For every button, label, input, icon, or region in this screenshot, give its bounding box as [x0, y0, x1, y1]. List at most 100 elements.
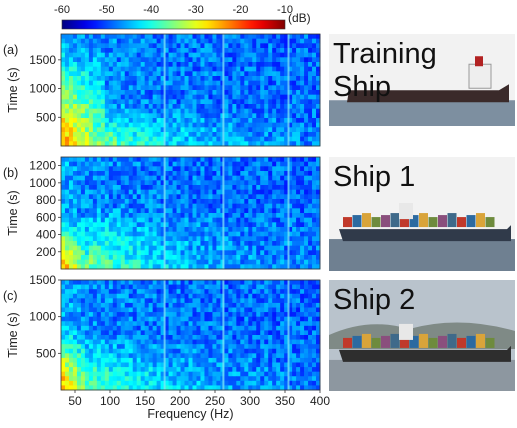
spectrogram-cell	[244, 298, 249, 304]
spectrogram-cell	[68, 344, 74, 350]
spectrogram-cell	[112, 161, 118, 167]
spectrogram-cell	[124, 43, 130, 49]
spectrogram-cell	[260, 57, 265, 63]
spectrogram-cell	[84, 113, 90, 119]
spectrogram-cell	[72, 171, 78, 177]
spectrogram-cell	[200, 34, 205, 40]
spectrogram-cell	[68, 132, 74, 138]
spectrogram-cell	[300, 85, 305, 91]
spectrogram-cell	[276, 166, 281, 172]
spectrogram-cell	[76, 298, 82, 304]
spectrogram-cell	[304, 76, 309, 82]
spectrogram-cell	[116, 245, 122, 251]
spectrogram-cell	[120, 289, 126, 295]
spectrogram-cell	[288, 127, 293, 133]
spectrogram-cell	[100, 161, 106, 167]
spectrogram-cell	[132, 222, 138, 228]
spectrogram-cell	[288, 118, 293, 124]
spectrogram-cell	[264, 141, 269, 147]
spectrogram-cell	[80, 34, 86, 40]
spectrogram-cell	[80, 307, 86, 313]
ship-bridge	[468, 63, 492, 89]
spectrogram-cell	[216, 34, 221, 40]
spectrogram-cell	[292, 321, 297, 327]
spectrogram-cell	[308, 330, 313, 336]
ship-container	[466, 215, 476, 228]
spectrogram-cell	[96, 62, 102, 68]
spectrogram-cell	[292, 307, 297, 313]
spectrogram-cell	[176, 118, 181, 124]
spectrogram-cell	[144, 43, 150, 49]
spectrogram-cell	[292, 259, 297, 265]
spectrogram-cell	[84, 217, 90, 223]
spectrogram-cell	[196, 264, 201, 270]
spectrogram-cell	[172, 175, 177, 181]
spectrogram-cell	[312, 48, 317, 54]
spectrogram-cell	[184, 122, 189, 128]
spectrogram-cell	[208, 302, 213, 308]
spectrogram-cell	[92, 38, 98, 44]
spectrogram-cell	[88, 122, 94, 128]
spectrogram-cell	[124, 180, 130, 186]
spectrogram-cell	[264, 325, 269, 331]
spectrogram-cell	[200, 76, 205, 82]
spectrogram-cell	[72, 34, 78, 40]
spectrogram-cell	[61, 307, 66, 313]
spectrogram-cell	[120, 222, 126, 228]
spectrogram-cell	[184, 85, 189, 91]
spectrogram-cell	[288, 264, 293, 270]
spectrogram-cell	[92, 217, 98, 223]
spectrogram-cell	[280, 99, 285, 105]
spectrogram-cell	[288, 227, 293, 233]
spectrogram-cell	[312, 94, 317, 100]
spectrogram-cell	[160, 157, 165, 163]
spectrogram-cell	[236, 43, 241, 49]
spectrogram-cell	[156, 104, 162, 110]
spectrogram-cell	[308, 213, 313, 219]
spectrogram-cell	[296, 57, 301, 63]
spectrogram-cell	[196, 161, 201, 167]
spectrogram-cell	[140, 127, 146, 133]
spectrogram-cell	[64, 280, 70, 285]
spectrogram-cell	[236, 34, 241, 40]
spectrogram-cell	[236, 132, 241, 138]
spectrogram-cell	[152, 52, 158, 58]
spectrogram-cell	[264, 189, 269, 195]
spectrogram-cell	[312, 385, 317, 391]
spectrogram-cell	[244, 339, 249, 345]
spectrogram-cell	[152, 113, 158, 119]
spectrogram-cell	[208, 66, 213, 72]
spectrogram-cell	[200, 316, 205, 322]
spectrogram-cell	[184, 94, 189, 100]
spectrogram-cell	[160, 52, 165, 58]
ship-container	[352, 335, 362, 348]
spectrogram-cell	[264, 307, 269, 313]
spectrogram-cell	[228, 362, 233, 368]
spectrogram-cell	[280, 38, 285, 44]
spectrogram-cell	[212, 380, 217, 386]
ship-container	[362, 213, 371, 228]
spectrogram-cell	[172, 38, 177, 44]
spectrogram-cell	[200, 298, 205, 304]
spectrogram-cell	[112, 376, 118, 382]
spectrogram-cell	[184, 367, 189, 373]
spectrogram-cell	[148, 203, 154, 209]
spectrogram-cell	[196, 245, 201, 251]
spectrogram-cell	[272, 38, 277, 44]
spectrogram-cell	[224, 122, 229, 128]
spectrogram-cell	[236, 189, 241, 195]
spectrogram-cell	[156, 330, 162, 336]
spectrogram-cell	[224, 222, 229, 228]
spectrogram-cell	[172, 99, 177, 105]
spectrogram-cell	[68, 255, 74, 261]
spectrogram-cell	[100, 127, 106, 133]
spectrogram-cell	[252, 157, 257, 163]
spectrogram-cell	[188, 90, 193, 96]
spectrogram-cell	[260, 34, 265, 40]
spectrogram-cell	[284, 175, 289, 181]
spectrogram-cell	[252, 302, 257, 308]
spectrogram-cell	[232, 62, 237, 68]
spectrogram-cell	[144, 335, 150, 340]
spectrogram-cell	[148, 127, 154, 133]
spectrogram-cell	[308, 255, 313, 261]
